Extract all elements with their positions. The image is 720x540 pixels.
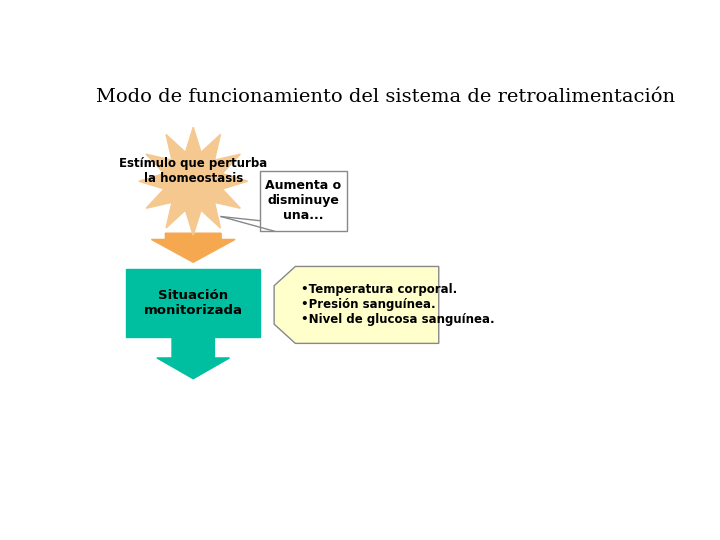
Polygon shape bbox=[274, 266, 438, 343]
Text: Situación
monitorizada: Situación monitorizada bbox=[144, 289, 243, 317]
FancyBboxPatch shape bbox=[260, 171, 347, 231]
Polygon shape bbox=[157, 337, 230, 379]
Polygon shape bbox=[139, 127, 248, 235]
FancyBboxPatch shape bbox=[126, 268, 260, 337]
Text: Modo de funcionamiento del sistema de retroalimentación: Modo de funcionamiento del sistema de re… bbox=[96, 87, 675, 106]
Text: Estímulo que perturba
la homeostasis: Estímulo que perturba la homeostasis bbox=[119, 157, 267, 185]
Polygon shape bbox=[151, 233, 235, 262]
Text: Aumenta o
disminuye
una...: Aumenta o disminuye una... bbox=[266, 179, 341, 222]
Text: •Temperatura corporal.
•Presión sanguínea.
•Nivel de glucosa sanguínea.: •Temperatura corporal. •Presión sanguíne… bbox=[301, 284, 495, 326]
